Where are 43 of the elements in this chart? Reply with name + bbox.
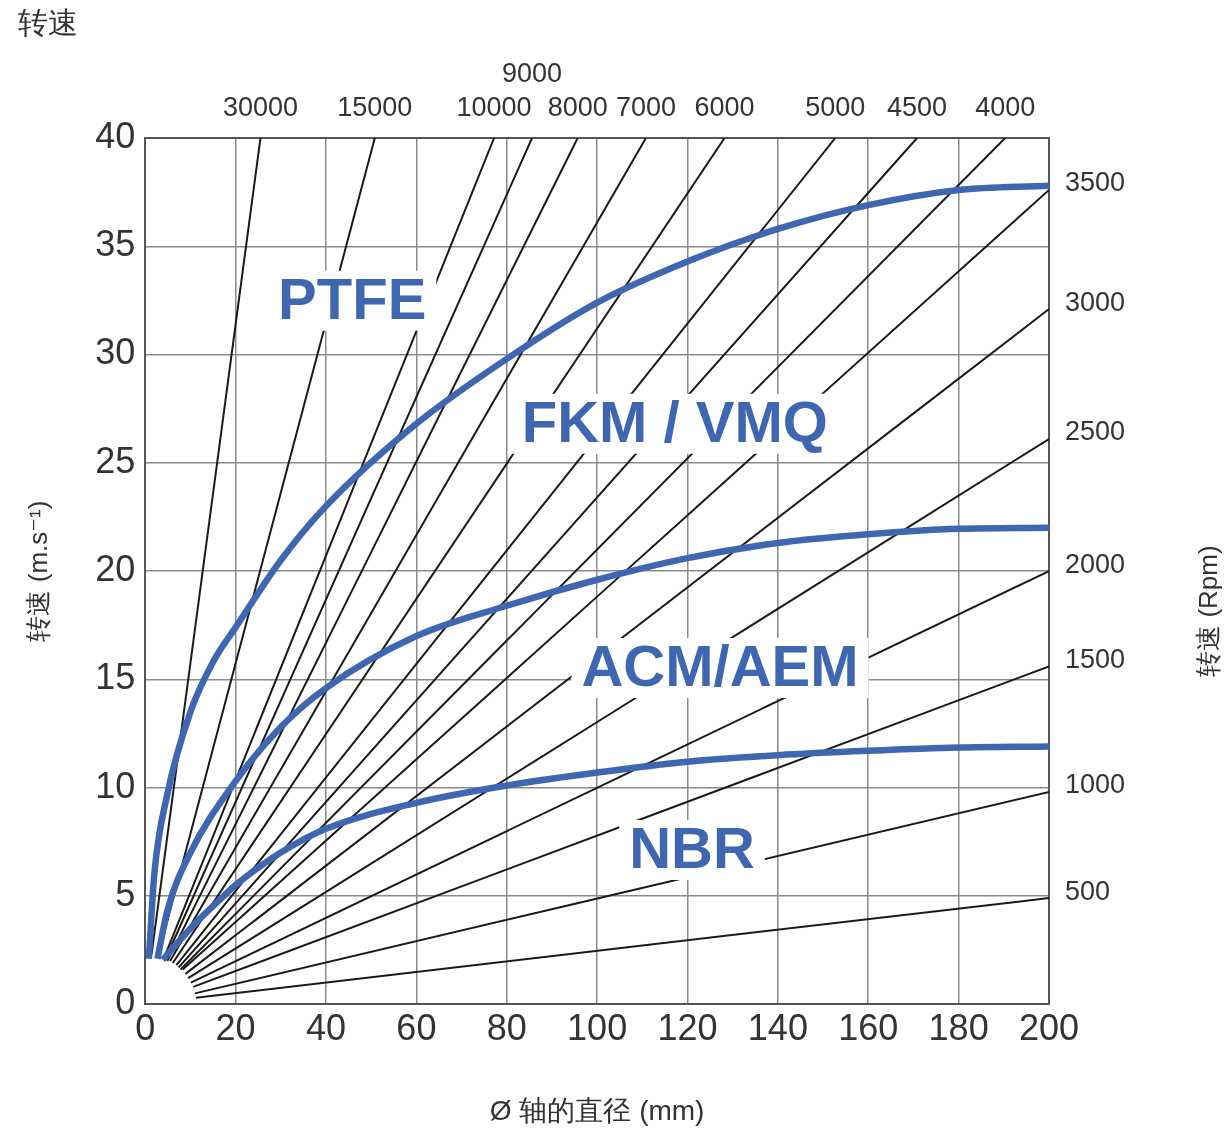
x-tick-label: 80: [486, 1006, 527, 1048]
series-label: 4000: [975, 92, 1036, 122]
x-tick-label: 160: [838, 1006, 899, 1048]
series-label: 1500: [1065, 643, 1126, 674]
text: 9000: [502, 58, 563, 88]
x-tick-label: 40: [305, 1006, 347, 1048]
series-label: 30000: [222, 92, 299, 122]
y-tick-label: 20: [95, 548, 136, 590]
series-label: 1000: [1065, 769, 1126, 800]
y-tick-label: 15: [95, 656, 136, 698]
series-label: 5000: [805, 92, 866, 122]
series-label: 4500: [887, 92, 948, 122]
annotation: FKM / VMQ: [521, 388, 828, 454]
x-tick-label: 60: [396, 1006, 437, 1048]
series-label: 10000: [456, 92, 532, 122]
series-label: 15000: [337, 92, 413, 122]
annotation: ACM/AEM: [581, 633, 859, 699]
x-tick-label: 100: [567, 1006, 628, 1048]
y-tick-label: 35: [95, 223, 136, 265]
chart-title: 转速: [18, 6, 78, 40]
y-tick-label: 25: [95, 439, 136, 481]
y-tick-label: 10: [95, 764, 136, 806]
series-label: 2000: [1065, 548, 1126, 579]
series-label: 500: [1065, 875, 1111, 906]
x-tick-label: 140: [747, 1006, 808, 1048]
y-tick-label: 5: [115, 872, 136, 914]
y-tick-label: 30: [95, 331, 136, 373]
annotation: NBR: [629, 815, 755, 881]
series-label: 3500: [1065, 167, 1126, 198]
series-label: 3000: [1065, 286, 1126, 317]
y2-axis-title: 转速 (Rpm): [1193, 545, 1224, 677]
series-label: 7000: [615, 92, 676, 122]
series-label: 6000: [694, 92, 755, 122]
x-tick-label: 120: [657, 1006, 718, 1048]
series-label: 2500: [1065, 416, 1126, 447]
series-label: 8000: [547, 92, 608, 122]
x-axis-title: Ø 轴的直径 (mm): [489, 1094, 705, 1126]
y-axis-title: 转速 (m.s⁻¹): [22, 500, 53, 642]
x-tick-label: 200: [1018, 1006, 1080, 1048]
x-tick-label: 20: [215, 1006, 256, 1048]
y-tick-label: 40: [95, 114, 136, 156]
x-tick-label: 180: [928, 1006, 989, 1048]
annotation: PTFE: [278, 265, 427, 331]
